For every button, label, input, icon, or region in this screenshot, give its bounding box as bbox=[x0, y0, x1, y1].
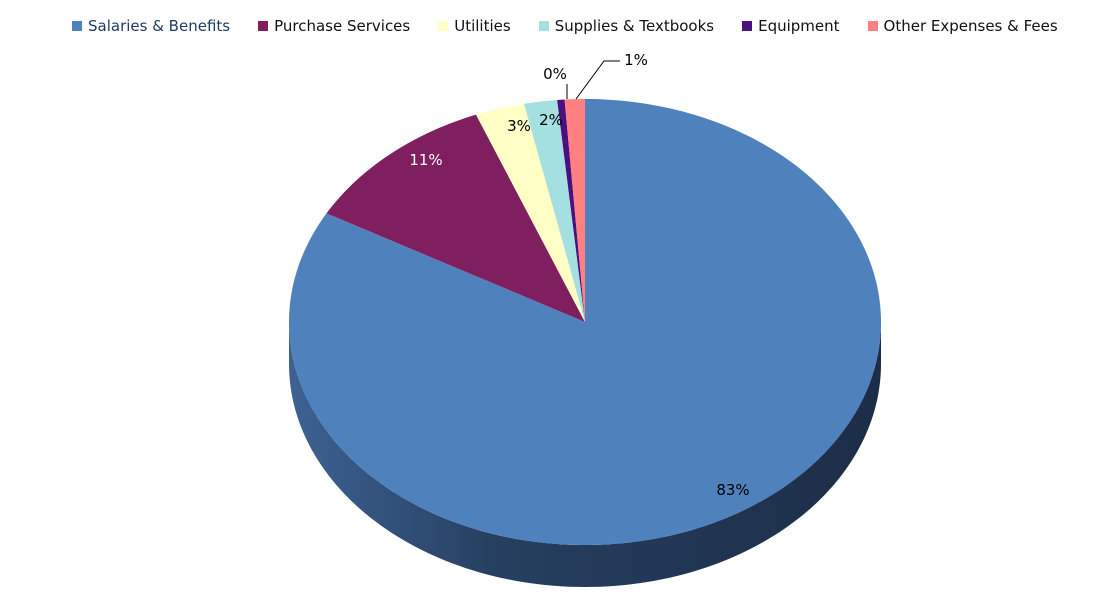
pie-top-face bbox=[289, 99, 881, 545]
legend-swatch bbox=[538, 21, 549, 31]
chart-legend: Salaries & Benefits Purchase Services Ut… bbox=[72, 14, 1100, 38]
legend-swatch bbox=[72, 21, 82, 31]
pie-slice-purchase-services[interactable] bbox=[326, 114, 585, 322]
legend-swatch bbox=[438, 21, 449, 31]
data-label: 2% bbox=[539, 111, 563, 129]
pie-slice-salaries-benefits[interactable] bbox=[289, 99, 881, 545]
legend-label: Other Expenses & Fees bbox=[883, 17, 1058, 35]
data-label: 3% bbox=[507, 117, 531, 135]
pie-data-labels: 83% 11% 3% 2% 0% 1% bbox=[409, 51, 749, 499]
legend-item-salaries-benefits[interactable]: Salaries & Benefits bbox=[72, 17, 230, 35]
legend-swatch bbox=[742, 21, 753, 31]
data-label: 11% bbox=[409, 151, 442, 169]
leader-line bbox=[575, 60, 620, 100]
data-label: 0% bbox=[543, 65, 567, 83]
legend-item-equipment[interactable]: Equipment bbox=[742, 17, 840, 35]
legend-item-purchase-services[interactable]: Purchase Services bbox=[258, 17, 410, 35]
data-label: 1% bbox=[624, 51, 648, 69]
pie-slice-equipment[interactable] bbox=[557, 99, 585, 322]
legend-item-utilities[interactable]: Utilities bbox=[438, 17, 511, 35]
legend-item-supplies-textbooks[interactable]: Supplies & Textbooks bbox=[538, 17, 715, 35]
legend-label: Salaries & Benefits bbox=[88, 17, 231, 35]
pie-slice-utilities[interactable] bbox=[476, 103, 585, 322]
pie-slice-supplies-textbooks[interactable] bbox=[524, 99, 585, 323]
legend-swatch bbox=[867, 21, 878, 31]
legend-label: Purchase Services bbox=[274, 17, 411, 35]
legend-label: Supplies & Textbooks bbox=[554, 17, 715, 35]
legend-label: Utilities bbox=[454, 17, 511, 35]
legend-swatch bbox=[258, 21, 269, 31]
pie-slice-other-expenses-fees[interactable] bbox=[564, 99, 585, 322]
legend-label: Equipment bbox=[758, 17, 840, 35]
data-label: 83% bbox=[716, 481, 749, 499]
pie-side-wall bbox=[289, 322, 881, 587]
legend-item-other-expenses-fees[interactable]: Other Expenses & Fees bbox=[867, 17, 1058, 35]
